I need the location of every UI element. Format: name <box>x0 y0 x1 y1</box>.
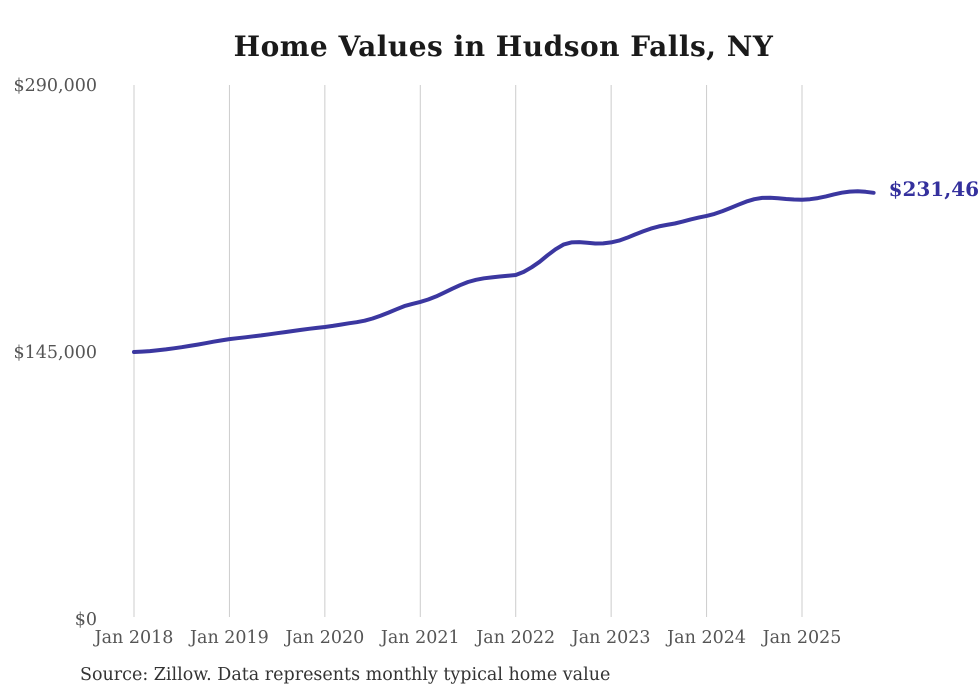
x-tick-label: Jan 2024 <box>665 628 746 648</box>
home-value-line <box>132 189 876 354</box>
y-tick-label: $145,000 <box>13 343 97 363</box>
x-tick-label: Jan 2023 <box>570 628 651 648</box>
y-tick-label: $0 <box>75 610 97 630</box>
y-tick-label: $290,000 <box>13 76 97 96</box>
source-note: Source: Zillow. Data represents monthly … <box>80 665 611 685</box>
chart-title: Home Values in Hudson Falls, NY <box>233 30 774 63</box>
x-tick-label: Jan 2019 <box>188 628 269 648</box>
x-tick-label: Jan 2020 <box>283 628 364 648</box>
x-tick-label: Jan 2025 <box>761 628 842 648</box>
x-tick-label: Jan 2021 <box>379 628 460 648</box>
line-end-value-label: $231,462 <box>889 177 980 201</box>
x-tick-label: Jan 2018 <box>93 628 174 648</box>
x-tick-label: Jan 2022 <box>474 628 555 648</box>
